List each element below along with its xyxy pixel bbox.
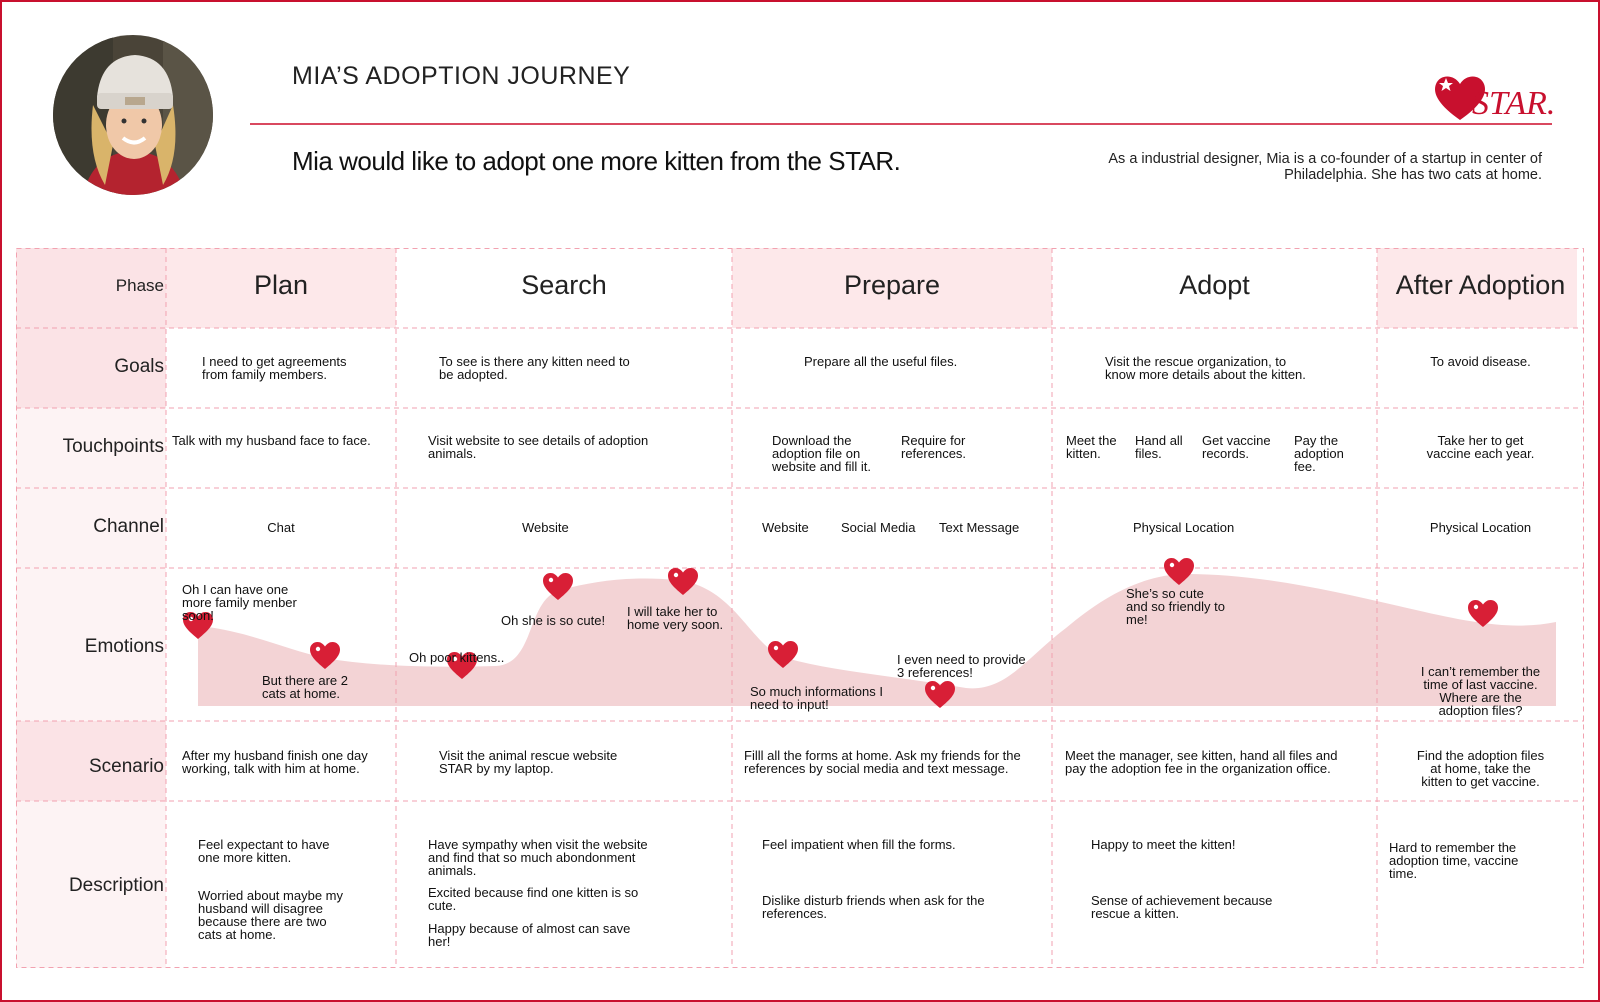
- label-fill-scenario: [16, 721, 166, 801]
- bio-line: Philadelphia. She has two cats at home.: [1284, 167, 1542, 183]
- scenario-prepare: Filll all the forms at home. Ask my frie…: [744, 748, 1021, 776]
- touchpoint-after: Take her to get vaccine each year.: [1426, 433, 1535, 461]
- description-search-excited: Excited because find one kitten is so cut…: [428, 885, 639, 913]
- phase-fill-plan: [166, 248, 396, 328]
- row-label-channel: Channel: [93, 516, 164, 537]
- row-label-goals: Goals: [114, 356, 164, 377]
- bio-line: As a industrial designer, Mia is a co-fo…: [1108, 151, 1542, 167]
- emotion-note: Oh she is so cute!: [501, 613, 606, 628]
- description-prepare-dislike: Dislike disturb friends when ask for the…: [762, 893, 985, 921]
- row-label-scenario: Scenario: [89, 756, 164, 777]
- phase-adopt: Adopt: [1179, 270, 1250, 300]
- description-search-happy: Happy because of almost can save her!: [428, 921, 631, 949]
- scenario-plan: After my husband finish one day working, …: [182, 748, 368, 776]
- touchpoint-adopt-vaccine: Get vaccine records.: [1202, 433, 1271, 461]
- phase-search: Search: [521, 270, 607, 300]
- emotion-heart-icon: [668, 568, 698, 595]
- emotion-curve: [198, 574, 1556, 706]
- description-adopt-happy: Happy to meet the kitten!: [1091, 837, 1236, 852]
- emotion-heart-icon: [1164, 558, 1194, 585]
- phase-prepare: Prepare: [843, 270, 941, 300]
- emotion-heart-icon: [925, 681, 955, 708]
- scenario-search: Visit the animal rescue website STAR by m…: [439, 748, 618, 776]
- description-adopt-achievement: Sense of achievement because rescue a kit…: [1091, 893, 1273, 921]
- emotion-heart-icon: [768, 641, 798, 668]
- touchpoint-prepare-download: Download the adoption file on website and …: [772, 433, 871, 474]
- goal-prepare: Prepare all the useful files.: [804, 354, 958, 369]
- row-label-emotions: Emotions: [84, 636, 164, 657]
- description-after: Hard to remember the adoption time, vacci…: [1389, 840, 1519, 881]
- row-label-phase: Phase: [115, 276, 164, 295]
- scenario-after: Find the adoption files at home, take the…: [1416, 748, 1545, 789]
- channel-prepare-text: Text Message: [939, 520, 1020, 535]
- emotion-heart-icon: [183, 612, 213, 639]
- goal-after: To avoid disease.: [1430, 354, 1531, 369]
- emotion-note: I will take her to home very soon.: [627, 604, 724, 632]
- row-label-description: Description: [68, 875, 164, 896]
- headline: Mia would like to adopt one more kitten …: [292, 146, 901, 176]
- touchpoint-prepare-references: Require for references.: [901, 433, 967, 461]
- description-plan-expectant: Feel expectant to have one more kitten.: [198, 837, 330, 865]
- channel-after: Physical Location: [1429, 520, 1532, 535]
- touchpoint-adopt-pay: Pay the adoption fee.: [1294, 433, 1344, 474]
- emotion-heart-icon: [310, 642, 340, 669]
- touchpoint-plan: Talk with my husband face to face.: [172, 433, 371, 448]
- emotion-heart-icon: [1468, 600, 1498, 627]
- emotion-heart-icon: [543, 573, 573, 600]
- description-search-sympathy: Have sympathy when visit the website and …: [428, 837, 648, 878]
- emotion-heart-icon: [447, 652, 477, 679]
- description-plan-worried: Worried about maybe my husband will disag…: [198, 888, 343, 942]
- grid-lines: [16, 248, 1584, 968]
- emotion-note: But there are 2 cats at home.: [262, 673, 348, 701]
- scenario-adopt: Meet the manager, see kitten, hand all f…: [1065, 748, 1338, 776]
- user-avatar: [53, 35, 213, 195]
- phase-after-adoption: After Adoption: [1395, 270, 1566, 300]
- emotion-note: Oh poor kittens..: [409, 650, 505, 665]
- goal-adopt: Visit the rescue organization, to know mo…: [1105, 354, 1306, 382]
- star-logo: STAR.: [1432, 68, 1562, 128]
- channel-adopt: Physical Location: [1133, 520, 1235, 535]
- journey-map: Phase Goals Touchpoints Channel Emotions…: [16, 248, 1584, 968]
- channel-prepare-social: Social Media: [841, 520, 916, 535]
- emotion-note: Oh I can have one more family menber soon!: [182, 582, 297, 623]
- emotion-note: She’s so cute and so friendly to me!: [1126, 586, 1226, 627]
- goal-search: To see is there any kitten need to be ado…: [439, 354, 630, 382]
- row-label-touchpoints: Touchpoints: [62, 436, 164, 457]
- page-title: MIA’S ADOPTION JOURNEY: [292, 62, 631, 90]
- channel-plan: Chat: [267, 520, 295, 535]
- channel-prepare-website: Website: [762, 520, 809, 535]
- logo-text: STAR.: [1472, 85, 1555, 122]
- goal-plan: I need to get agreements from family memb…: [202, 354, 347, 382]
- title-divider: [250, 123, 1552, 125]
- description-prepare-impatient: Feel impatient when fill the forms.: [762, 837, 956, 852]
- touchpoint-search: Visit website to see details of adoption…: [428, 433, 649, 461]
- touchpoint-adopt-files: Hand all files.: [1135, 433, 1183, 461]
- persona-bio: As a industrial designer, Mia is a co-fo…: [1060, 151, 1542, 183]
- phase-fill-prepare: [732, 248, 1052, 328]
- touchpoint-adopt-meet: Meet the kitten.: [1066, 433, 1117, 461]
- phase-fill-after: [1377, 248, 1577, 328]
- phase-plan: Plan: [253, 270, 309, 300]
- channel-search: Website: [522, 520, 569, 535]
- emotion-note: I even need to provide 3 references!: [897, 652, 1026, 680]
- emotion-note: I can’t remember the time of last vaccine…: [1420, 664, 1541, 718]
